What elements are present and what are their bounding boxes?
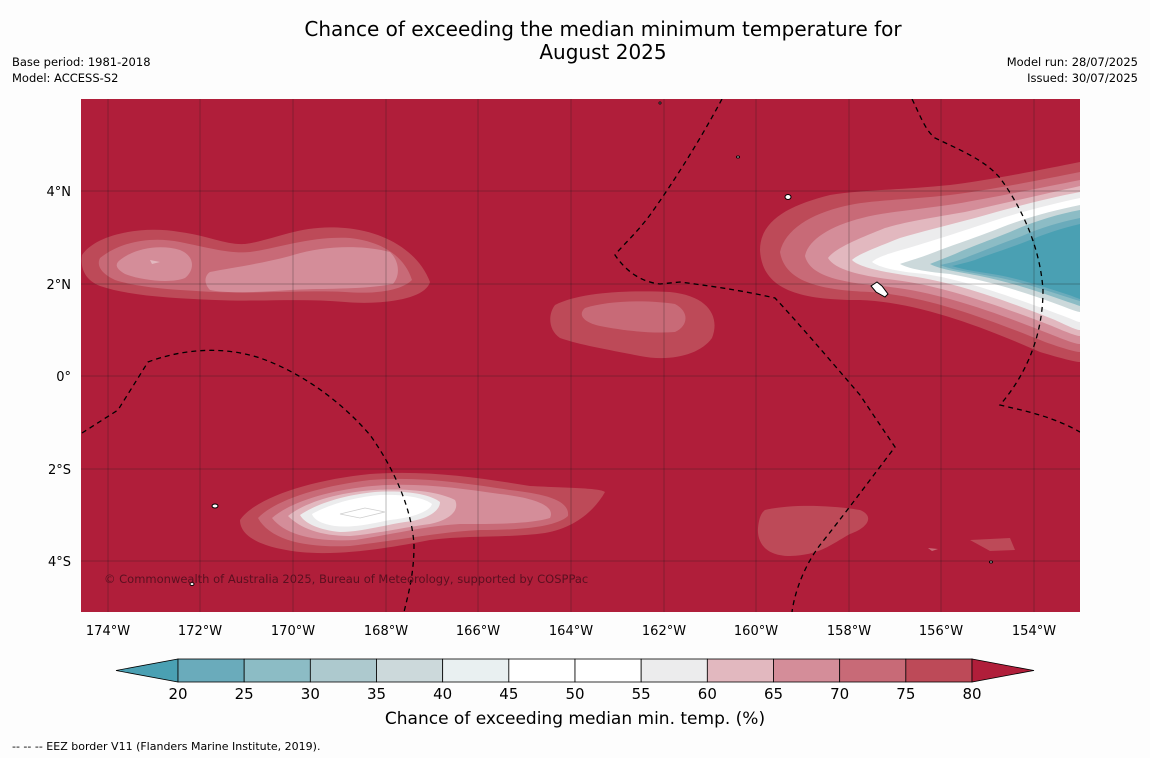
title-line-1: Chance of exceeding the median minimum t… [304, 17, 902, 41]
island [784, 194, 792, 200]
metadata-right: Model run: 28/07/2025 Issued: 30/07/2025 [1007, 54, 1138, 86]
colorbar: 20 25 30 35 40 45 50 55 60 65 70 75 80 [115, 658, 1035, 703]
lon-label-160w: 160°W [734, 624, 778, 639]
colorbar-segment [309, 658, 377, 683]
colorbar-tick-label: 80 [962, 685, 981, 703]
eez-border-east [911, 99, 1080, 433]
latitude-labels: 4°N 2°N 0° 2°S 4°S [47, 185, 72, 570]
colorbar-title: Chance of exceeding median min. temp. (%… [384, 709, 766, 729]
lat-label-4n: 4°N [47, 185, 72, 200]
colorbar-extend-high [971, 658, 1035, 683]
longitude-labels: 174°W 172°W 170°W 168°W 166°W 164°W 162°… [86, 624, 1056, 639]
colorbar-segment [574, 658, 642, 683]
lon-label-164w: 164°W [549, 624, 593, 639]
lon-label-170w: 170°W [271, 624, 315, 639]
island [736, 155, 740, 159]
map-panel [81, 99, 1080, 612]
lon-label-154w: 154°W [1012, 624, 1056, 639]
lon-label-156w: 156°W [919, 624, 963, 639]
eez-footnote: -- -- -- EEZ border V11 (Flanders Marine… [12, 740, 321, 753]
colorbar-tick-label: 65 [764, 685, 783, 703]
colorbar-segment [243, 658, 311, 683]
island [189, 582, 195, 586]
colorbar-tick-label: 25 [235, 685, 254, 703]
colorbar-tick-label: 70 [830, 685, 849, 703]
colorbar-segment [442, 658, 510, 683]
island [989, 560, 993, 564]
colorbar-tick-label: 20 [168, 685, 187, 703]
colorbar-segment [905, 658, 973, 683]
lon-label-174w: 174°W [86, 624, 130, 639]
title-line-2: August 2025 [539, 40, 667, 64]
model-name: Model: ACCESS-S2 [12, 71, 119, 85]
colorbar-tick-label: 55 [632, 685, 651, 703]
colorbar-tick-label: 30 [301, 685, 320, 703]
lat-label-0: 0° [56, 370, 71, 385]
contour-patch-southwest [240, 472, 605, 554]
colorbar-tick-label: 45 [499, 685, 518, 703]
base-period: Base period: 1981-2018 [12, 55, 151, 69]
lon-label-166w: 166°W [456, 624, 500, 639]
eez-border-central [614, 99, 896, 612]
colorbar-segment [508, 658, 576, 683]
copyright-credit: © Commonwealth of Australia 2025, Bureau… [104, 572, 589, 586]
issued-date: Issued: 30/07/2025 [1027, 71, 1138, 85]
colorbar-segment [177, 658, 245, 683]
colorbar-segment [773, 658, 841, 683]
colorbar-segment [640, 658, 708, 683]
islands [189, 101, 993, 586]
colorbar-tick-label: 50 [565, 685, 584, 703]
colorbar-tick-label: 35 [367, 685, 386, 703]
model-run: Model run: 28/07/2025 [1006, 55, 1138, 69]
colorbar-tick-label: 60 [698, 685, 717, 703]
graticule [81, 99, 1080, 612]
island-kiritimati [870, 281, 889, 298]
island [211, 503, 219, 509]
colorbar-segment [376, 658, 444, 683]
lon-label-168w: 168°W [364, 624, 408, 639]
lat-label-2s: 2°S [48, 463, 71, 478]
metadata-left: Base period: 1981-2018 Model: ACCESS-S2 [12, 54, 151, 86]
colorbar-tick-label: 75 [896, 685, 915, 703]
lon-label-172w: 172°W [178, 624, 222, 639]
colorbar-segment [839, 658, 907, 683]
eez-border-west [81, 349, 415, 612]
colorbar-segment [706, 658, 774, 683]
lat-label-2n: 2°N [47, 278, 72, 293]
lat-label-4s: 4°S [48, 555, 71, 570]
island [658, 101, 662, 105]
eez-borders [81, 99, 1080, 612]
colorbar-extend-low [115, 658, 179, 683]
colorbar-tick-label: 40 [433, 685, 452, 703]
map-title: Chance of exceeding the median minimum t… [0, 18, 1150, 64]
lon-label-162w: 162°W [642, 624, 686, 639]
contour-patch-central [550, 291, 715, 359]
map-background [81, 99, 1080, 612]
lon-label-158w: 158°W [827, 624, 871, 639]
